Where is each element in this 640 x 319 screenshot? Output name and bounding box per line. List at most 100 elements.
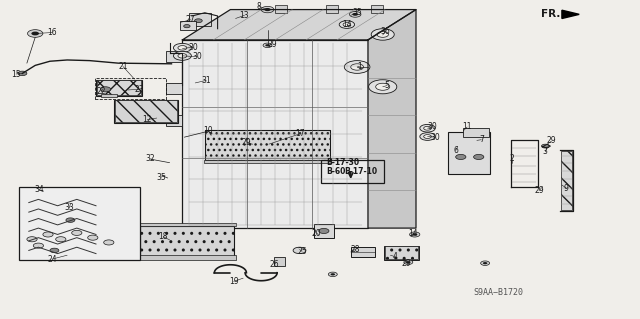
- Circle shape: [483, 262, 488, 264]
- Circle shape: [377, 32, 388, 37]
- Text: 10: 10: [203, 126, 213, 135]
- Text: 29: 29: [547, 137, 557, 145]
- Text: 19: 19: [228, 277, 239, 286]
- Circle shape: [424, 135, 431, 138]
- Text: 35: 35: [352, 8, 362, 17]
- Text: B-17-10: B-17-10: [344, 167, 378, 176]
- Text: 5: 5: [385, 81, 390, 90]
- Circle shape: [264, 8, 271, 11]
- Bar: [314, 224, 334, 238]
- Text: 32: 32: [145, 154, 156, 163]
- Circle shape: [178, 46, 187, 50]
- Text: 11: 11: [463, 122, 472, 131]
- Circle shape: [265, 44, 270, 46]
- Circle shape: [353, 13, 358, 16]
- Text: 23: 23: [134, 85, 145, 94]
- Text: B-60: B-60: [326, 167, 346, 176]
- Bar: [140, 226, 234, 257]
- Bar: [205, 130, 330, 160]
- Text: 4: 4: [393, 252, 398, 261]
- Text: 21: 21: [118, 62, 127, 71]
- Circle shape: [343, 23, 351, 26]
- Circle shape: [28, 30, 43, 37]
- Text: 2: 2: [509, 154, 515, 163]
- Circle shape: [66, 218, 75, 222]
- Circle shape: [406, 261, 411, 263]
- Text: 29: 29: [401, 259, 412, 268]
- Bar: [166, 83, 182, 94]
- Bar: [19, 187, 140, 260]
- Bar: [351, 247, 375, 257]
- Text: 7: 7: [479, 135, 484, 144]
- Text: 29: 29: [241, 138, 252, 147]
- Bar: [385, 246, 418, 259]
- Circle shape: [404, 260, 413, 264]
- Text: 3: 3: [543, 147, 548, 156]
- Text: 26: 26: [269, 260, 279, 269]
- Circle shape: [369, 80, 397, 94]
- Circle shape: [344, 61, 370, 73]
- Bar: [205, 130, 330, 160]
- Polygon shape: [182, 10, 416, 40]
- Circle shape: [330, 273, 335, 276]
- Circle shape: [56, 237, 66, 242]
- Circle shape: [351, 64, 364, 70]
- Text: 14: 14: [408, 229, 418, 238]
- Circle shape: [541, 144, 549, 148]
- Polygon shape: [368, 10, 416, 228]
- Text: 15: 15: [11, 70, 21, 78]
- Text: 30: 30: [427, 122, 437, 131]
- Circle shape: [43, 232, 53, 237]
- Bar: [166, 115, 182, 126]
- Text: 9: 9: [564, 184, 569, 193]
- Circle shape: [31, 32, 39, 35]
- Bar: [448, 132, 490, 174]
- Bar: [114, 100, 178, 123]
- Text: 36: 36: [380, 27, 390, 36]
- Circle shape: [178, 54, 187, 58]
- Text: 20: 20: [312, 229, 322, 238]
- Circle shape: [173, 51, 191, 60]
- Text: 8: 8: [256, 2, 261, 11]
- Bar: [189, 13, 211, 26]
- Text: 17: 17: [294, 130, 305, 138]
- Bar: [138, 255, 236, 260]
- Text: 13: 13: [239, 11, 250, 20]
- Circle shape: [88, 235, 98, 240]
- Text: 30: 30: [188, 43, 198, 52]
- Circle shape: [293, 247, 306, 254]
- Bar: [321, 160, 384, 183]
- Text: 24: 24: [47, 255, 58, 263]
- Circle shape: [18, 71, 27, 76]
- Circle shape: [410, 232, 420, 237]
- Circle shape: [328, 272, 337, 277]
- Bar: [182, 40, 368, 228]
- Circle shape: [50, 248, 59, 253]
- Bar: [274, 257, 285, 266]
- Circle shape: [100, 87, 111, 92]
- Text: 33: 33: [64, 204, 74, 212]
- Bar: [96, 80, 142, 96]
- Text: FR.: FR.: [541, 9, 560, 19]
- Polygon shape: [562, 10, 579, 19]
- Text: 18: 18: [159, 232, 168, 241]
- Bar: [463, 128, 489, 137]
- Circle shape: [424, 126, 431, 130]
- Circle shape: [195, 19, 202, 23]
- Text: 6: 6: [453, 146, 458, 155]
- Text: 30: 30: [430, 133, 440, 142]
- Circle shape: [412, 233, 417, 236]
- Circle shape: [376, 83, 390, 90]
- Circle shape: [184, 25, 190, 28]
- Bar: [115, 100, 177, 122]
- Text: 34: 34: [35, 185, 45, 194]
- Bar: [166, 51, 182, 62]
- Circle shape: [371, 29, 394, 40]
- Text: 1: 1: [357, 62, 362, 71]
- Circle shape: [261, 6, 274, 13]
- Bar: [371, 5, 383, 13]
- Text: 14: 14: [342, 20, 352, 29]
- Circle shape: [104, 240, 114, 245]
- Bar: [384, 246, 419, 260]
- Bar: [101, 94, 117, 97]
